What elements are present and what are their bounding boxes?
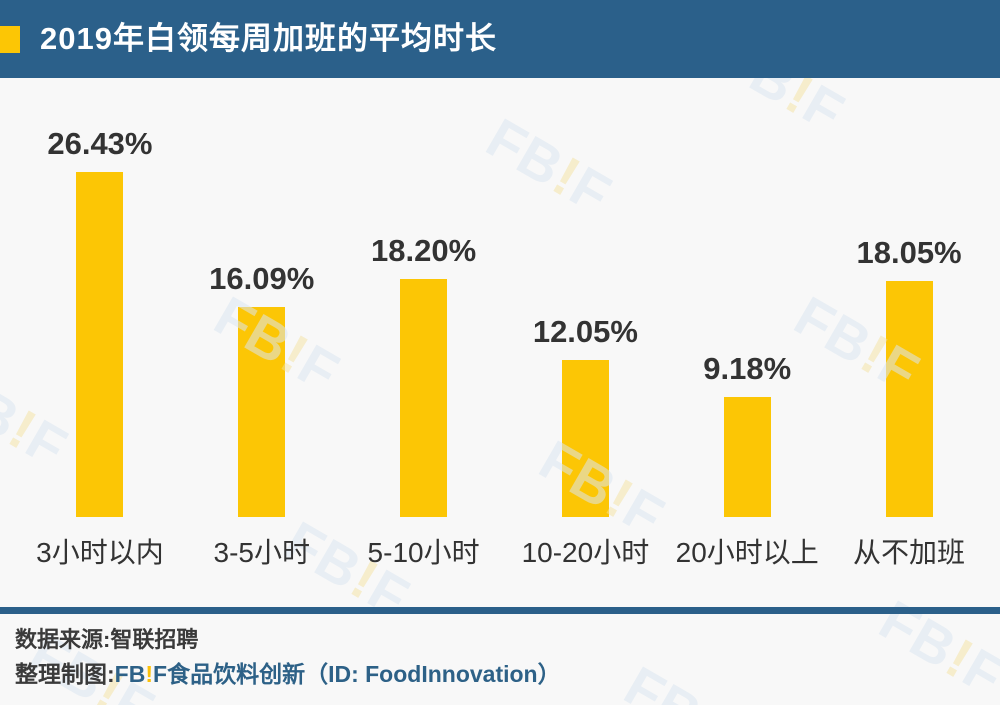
bar-column: 26.43% [19, 126, 181, 517]
footer: 数据来源:智联招聘 整理制图:FB!F食品饮料创新（ID: FoodInnova… [0, 607, 1000, 705]
bar-column: 18.05% [828, 235, 990, 517]
category-label: 20小时以上 [675, 537, 819, 568]
category-label: 3小时以内 [36, 537, 164, 568]
credit-segment: 整理制图: [15, 661, 115, 687]
bar-value-label: 12.05% [532, 314, 638, 349]
category-label: 10-20小时 [521, 537, 650, 568]
bar-value-label: 16.09% [209, 261, 315, 296]
bar [885, 281, 933, 517]
bar [723, 397, 771, 517]
chart-title: 2019年白领每周加班的平均时长 [40, 21, 497, 56]
credit-segment: 食品饮料创新（ID: FoodInnovation） [167, 661, 561, 687]
footer-lines: 数据来源:智联招聘 整理制图:FB!F食品饮料创新（ID: FoodInnova… [0, 614, 1000, 691]
bar-value-label: 9.18% [703, 351, 792, 386]
credit-segment: FB [114, 661, 146, 687]
bar-column: 16.09% [181, 261, 343, 517]
data-source-line: 数据来源:智联招聘 [15, 627, 199, 652]
bar-column: 18.20% [343, 233, 505, 517]
credit-segment: ! [145, 661, 154, 687]
category-label: 3-5小时 [213, 537, 310, 568]
credit-segment: F [153, 661, 168, 687]
category-label: 从不加班 [853, 537, 966, 568]
bar [561, 360, 609, 517]
bar-value-label: 18.05% [856, 235, 962, 270]
bar-column: 9.18% [666, 351, 828, 517]
bar-value-label: 18.20% [371, 233, 477, 268]
accent-square-icon [0, 26, 20, 53]
header-bar: 2019年白领每周加班的平均时长 [0, 0, 1000, 78]
bar [76, 172, 124, 517]
category-label: 5-10小时 [367, 537, 480, 568]
bar-value-label: 26.43% [47, 126, 153, 161]
bar [238, 307, 286, 517]
categories-row: 3小时以内 3-5小时 5-10小时 10-20小时 20小时以上 从不加班 [19, 531, 990, 571]
bar-column: 12.05% [504, 314, 666, 517]
credit-line: 整理制图:FB!F食品饮料创新（ID: FoodInnovation） [15, 657, 1000, 691]
footer-divider [0, 607, 1000, 614]
bar [400, 279, 448, 517]
bars-row: 26.43% 16.09% 18.20% 12.05% 9.18% 18.05% [19, 78, 990, 517]
